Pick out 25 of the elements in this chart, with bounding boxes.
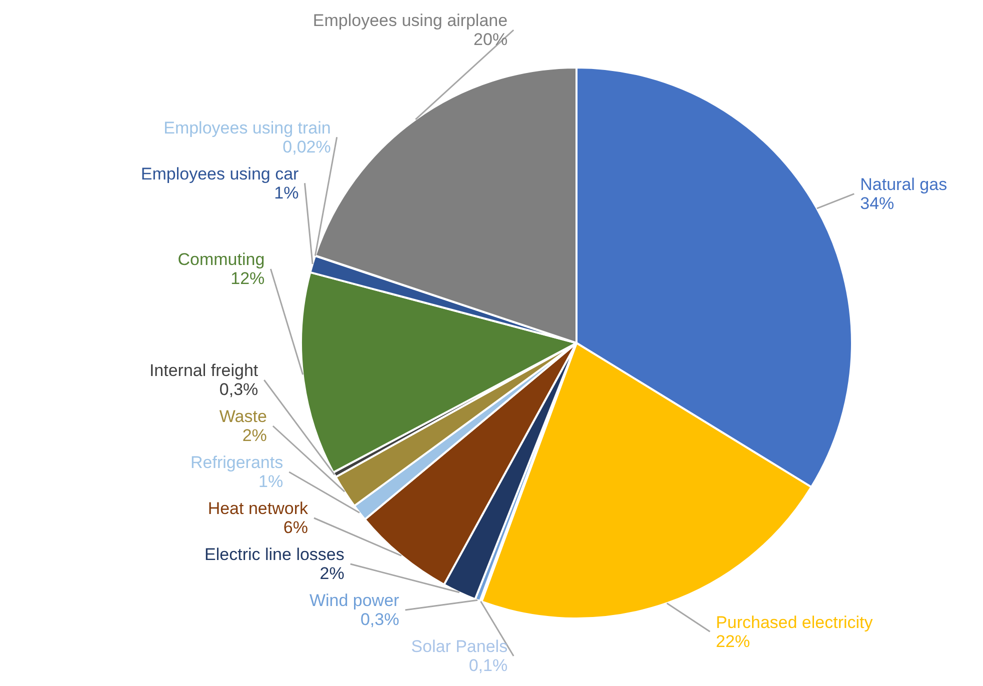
slice-label: Purchased electricity [716,612,874,632]
slice-label: Internal freight [149,361,258,380]
data-label: 6% [283,518,308,538]
slice-label: Wind power [309,591,400,610]
data-label: 12% [230,269,265,288]
slice-label: Refrigerants [190,453,284,472]
slice-label: Natural gas [860,174,948,194]
data-label: 0,3% [219,380,258,400]
slice-label: Solar Panels [411,637,508,656]
data-label: 22% [716,632,750,651]
data-label: 34% [860,194,894,213]
slice-label: Employees using train [164,118,331,138]
data-label: 2% [242,426,267,446]
slice-label: Commuting [178,250,265,270]
slice-label: Employees using car [140,164,300,184]
data-label: 1% [258,472,284,492]
slice-label: Electric line losses [204,545,344,564]
data-label: 0,3% [360,610,400,630]
data-label: 2% [320,564,344,584]
slice-label: Waste [219,407,267,426]
slice-label: Employees using airplane [312,11,508,30]
data-label: 0,02% [282,137,331,156]
slice-label: Heat network [208,499,308,518]
data-label: 1% [274,183,299,202]
data-label: 0,1% [468,656,508,676]
